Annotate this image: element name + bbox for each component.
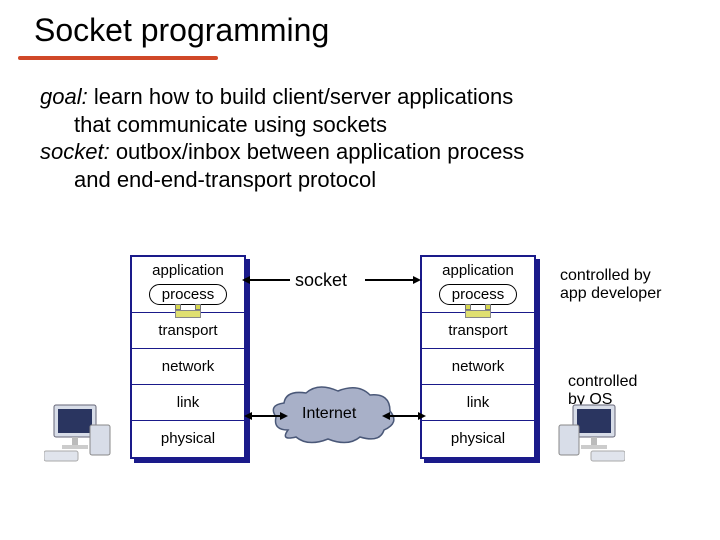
socket-center-label: socket: [295, 270, 347, 291]
diagram: application process transport network li…: [0, 255, 720, 515]
right-stack: application process transport network li…: [420, 255, 536, 459]
right-link-layer: link: [422, 385, 534, 421]
arrow-internet-left: [252, 415, 280, 417]
computer-icon-right: [555, 403, 625, 468]
left-application-layer: application process: [132, 257, 244, 313]
transport-text-r: transport: [448, 322, 507, 339]
socket-connector-icon-r: [465, 308, 491, 322]
left-stack: application process transport network li…: [130, 255, 246, 459]
arrow-internet-right: [390, 415, 418, 417]
process-label: process: [149, 284, 228, 305]
right-application-layer: application process: [422, 257, 534, 313]
process-label-r: process: [439, 284, 518, 305]
socket-def-label: socket:: [40, 139, 110, 164]
socket-connector-icon: [175, 308, 201, 322]
note-dev-2: app developer: [560, 285, 710, 303]
left-physical-layer: physical: [132, 421, 244, 457]
note-dev-1: controlled by: [560, 267, 710, 285]
goal-label: goal:: [40, 84, 88, 109]
socket-line2: and end-end-transport protocol: [40, 166, 680, 194]
title-underline: [18, 56, 218, 60]
goal-line1: goal: learn how to build client/server a…: [40, 83, 680, 111]
note-app-developer: controlled by app developer: [560, 267, 710, 304]
goal-text: learn how to build client/server applica…: [88, 84, 514, 109]
left-network-layer: network: [132, 349, 244, 385]
arrow-socket-right: [365, 279, 413, 281]
goal-line2: that communicate using sockets: [40, 111, 680, 139]
right-network-layer: network: [422, 349, 534, 385]
internet-label: Internet: [302, 405, 356, 423]
left-transport-layer: transport: [132, 313, 244, 349]
left-link-layer: link: [132, 385, 244, 421]
app-label: application: [132, 263, 244, 278]
body-text: goal: learn how to build client/server a…: [0, 53, 720, 193]
right-transport-layer: transport: [422, 313, 534, 349]
socket-line1: socket: outbox/inbox between application…: [40, 138, 680, 166]
arrow-socket-left: [250, 279, 290, 281]
slide-title: Socket programming: [0, 0, 720, 53]
socket-def-text: outbox/inbox between application process: [110, 139, 525, 164]
app-label-r: application: [422, 263, 534, 278]
transport-text: transport: [158, 322, 217, 339]
note-os-1: controlled: [568, 373, 718, 391]
right-physical-layer: physical: [422, 421, 534, 457]
computer-icon-left: [44, 403, 114, 468]
